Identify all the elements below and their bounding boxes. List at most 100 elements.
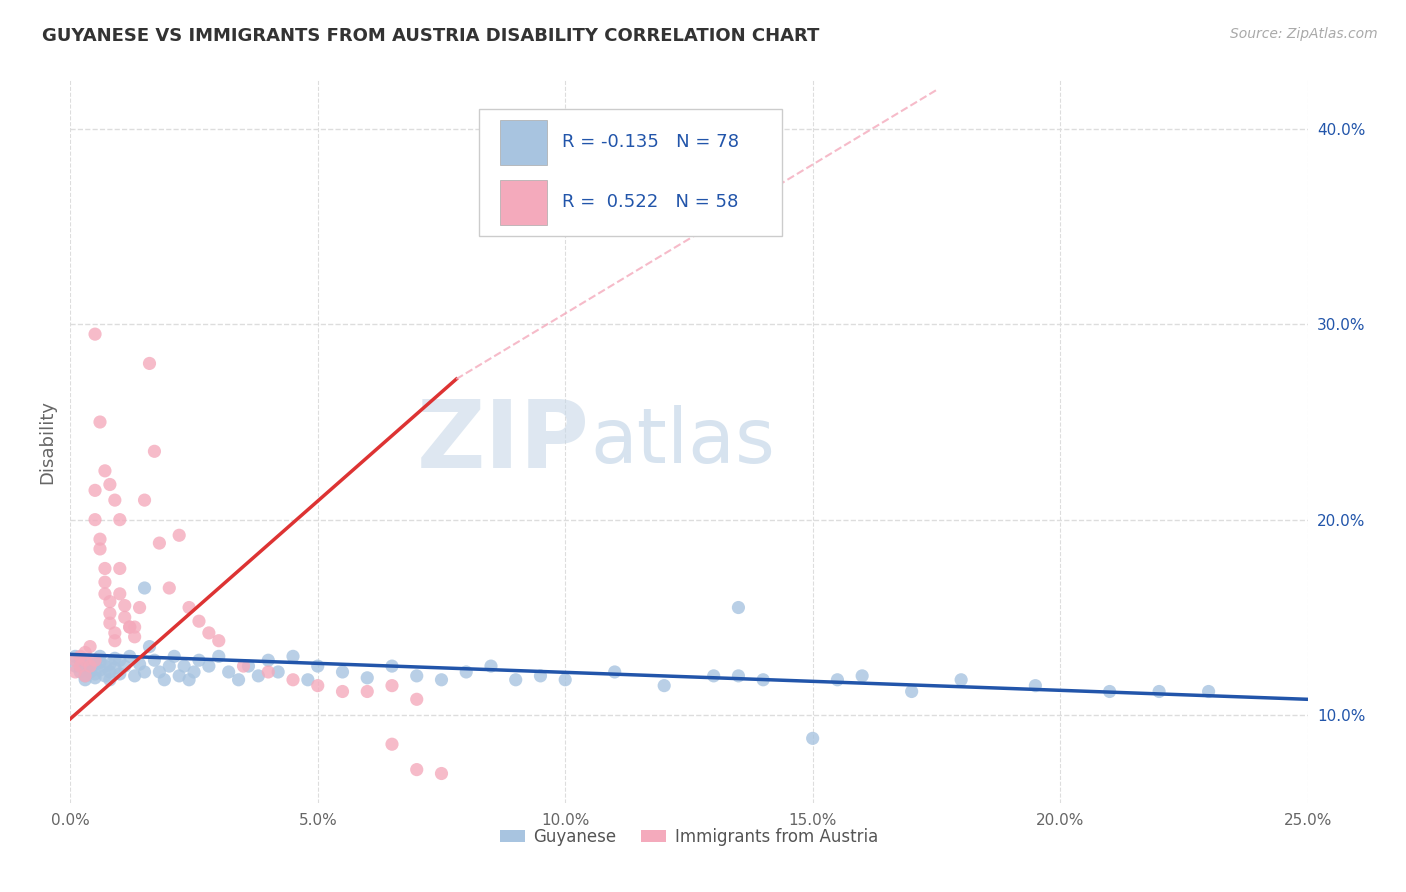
Point <box>430 766 453 780</box>
Point <box>727 600 749 615</box>
Point <box>75 659 97 673</box>
Point <box>332 684 354 698</box>
Point <box>281 649 304 664</box>
Text: atlas: atlas <box>591 405 775 478</box>
Point <box>603 665 626 679</box>
Point <box>157 581 180 595</box>
Point <box>65 653 87 667</box>
Point <box>108 667 131 681</box>
Point <box>104 493 127 508</box>
Point <box>89 541 111 556</box>
Point <box>177 673 200 687</box>
Text: ZIP: ZIP <box>418 395 591 488</box>
Point <box>98 673 121 687</box>
Point <box>247 669 270 683</box>
Point <box>79 661 101 675</box>
Point <box>134 665 156 679</box>
Point <box>405 692 427 706</box>
Point <box>98 595 121 609</box>
Point <box>405 669 427 683</box>
Point <box>163 649 186 664</box>
Point <box>89 655 111 669</box>
Point <box>128 657 150 672</box>
Legend: Guyanese, Immigrants from Austria: Guyanese, Immigrants from Austria <box>494 821 884 852</box>
Y-axis label: Disability: Disability <box>38 400 56 483</box>
Point <box>703 669 725 683</box>
Point <box>124 669 146 683</box>
Point <box>307 679 329 693</box>
Point <box>148 536 170 550</box>
Point <box>98 657 121 672</box>
Point <box>75 669 97 683</box>
Point <box>104 633 127 648</box>
Point <box>84 657 107 672</box>
Point <box>84 667 107 681</box>
Point <box>356 671 378 685</box>
Point <box>381 679 404 693</box>
Point <box>727 669 749 683</box>
Point <box>104 651 127 665</box>
Point <box>1198 684 1220 698</box>
Point <box>84 327 107 342</box>
Point <box>84 483 107 498</box>
Point <box>257 653 280 667</box>
Point <box>79 653 101 667</box>
Point <box>143 653 166 667</box>
Point <box>84 671 107 685</box>
Point <box>173 659 195 673</box>
Point <box>69 653 91 667</box>
Point <box>148 665 170 679</box>
Point <box>108 653 131 667</box>
Point <box>208 649 231 664</box>
Point <box>332 665 354 679</box>
Point <box>167 669 190 683</box>
Point <box>65 659 87 673</box>
Point <box>75 653 97 667</box>
Text: Source: ZipAtlas.com: Source: ZipAtlas.com <box>1230 27 1378 41</box>
Point <box>89 663 111 677</box>
Point <box>79 659 101 673</box>
Point <box>827 673 849 687</box>
Point <box>851 669 873 683</box>
Point <box>228 673 250 687</box>
Text: R = -0.135   N = 78: R = -0.135 N = 78 <box>561 134 738 152</box>
Point <box>1147 684 1170 698</box>
Point <box>114 599 136 613</box>
Point <box>177 600 200 615</box>
Point <box>98 477 121 491</box>
Point <box>79 640 101 654</box>
Point <box>128 600 150 615</box>
Point <box>75 645 97 659</box>
Point <box>1098 684 1121 698</box>
FancyBboxPatch shape <box>478 109 782 235</box>
Point <box>118 649 141 664</box>
Point <box>94 669 117 683</box>
Point <box>65 649 87 664</box>
Point <box>89 532 111 546</box>
Text: R =  0.522   N = 58: R = 0.522 N = 58 <box>561 194 738 211</box>
Point <box>108 561 131 575</box>
Point <box>114 659 136 673</box>
Point <box>752 673 775 687</box>
Point <box>479 659 502 673</box>
Point <box>198 659 221 673</box>
Point <box>98 665 121 679</box>
Point <box>69 665 91 679</box>
Point <box>208 633 231 648</box>
Point <box>554 673 576 687</box>
Point <box>75 669 97 683</box>
Point <box>950 673 973 687</box>
Point <box>198 626 221 640</box>
Point <box>188 653 211 667</box>
Point <box>108 513 131 527</box>
Point <box>405 763 427 777</box>
Point <box>108 587 131 601</box>
Text: GUYANESE VS IMMIGRANTS FROM AUSTRIA DISABILITY CORRELATION CHART: GUYANESE VS IMMIGRANTS FROM AUSTRIA DISA… <box>42 27 820 45</box>
Point <box>98 616 121 631</box>
FancyBboxPatch shape <box>499 120 547 165</box>
Point <box>143 444 166 458</box>
Point <box>505 673 527 687</box>
Point <box>104 626 127 640</box>
Point <box>69 649 91 664</box>
Point <box>94 659 117 673</box>
